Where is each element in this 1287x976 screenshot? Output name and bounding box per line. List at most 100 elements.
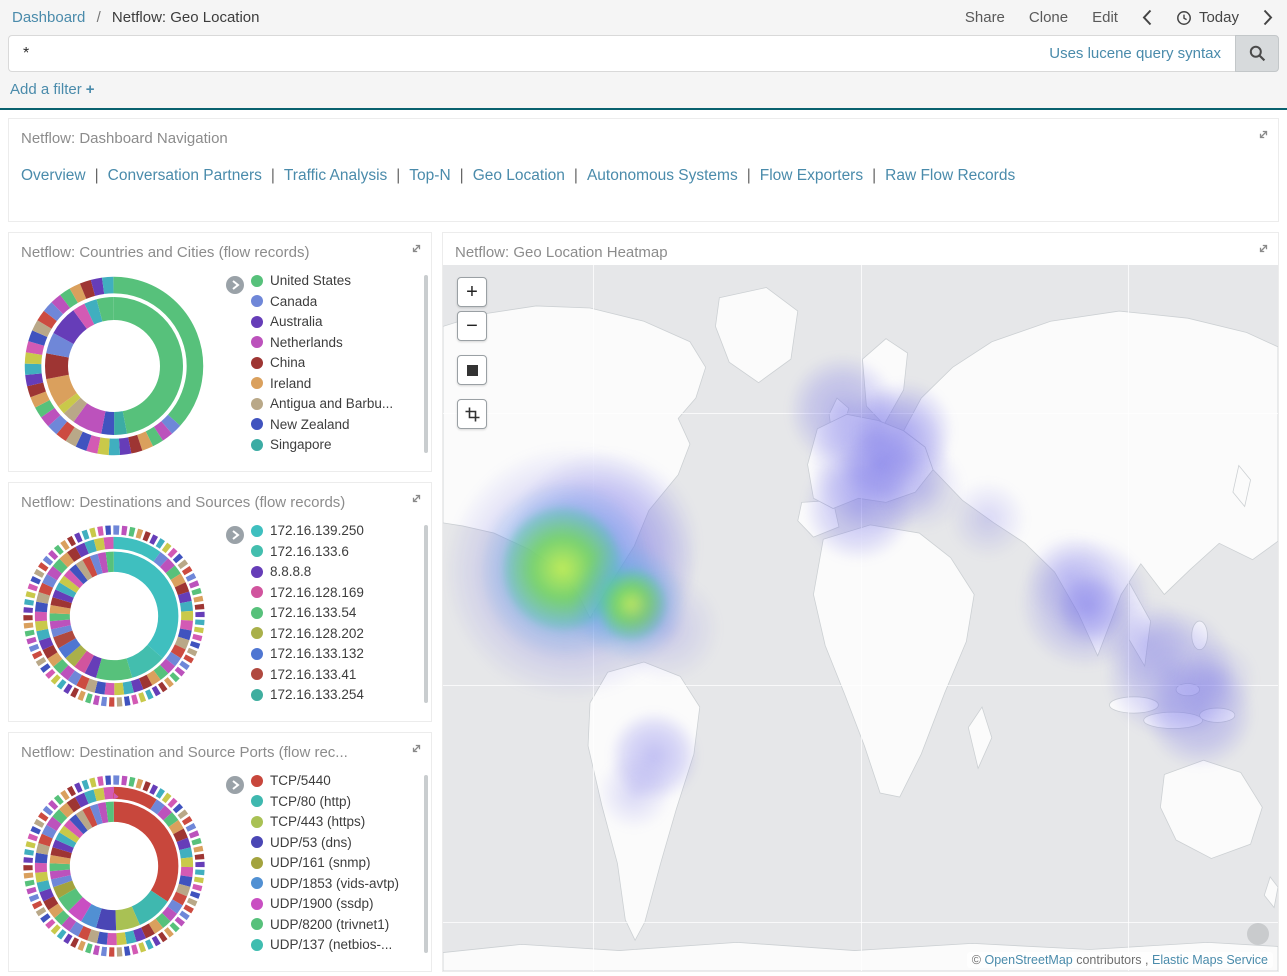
legend-label: UDP/53 (dns) — [270, 834, 352, 850]
legend-scrollbar[interactable] — [424, 275, 428, 453]
clone-button[interactable]: Clone — [1028, 9, 1069, 26]
legend-swatch — [251, 274, 263, 287]
legend-item[interactable]: UDP/137 (netbios-... — [251, 937, 419, 952]
panel-title: Netflow: Destination and Source Ports (f… — [21, 744, 348, 761]
zoom-out-button[interactable]: − — [457, 311, 487, 341]
nav-separator: | — [396, 167, 401, 184]
legend-swatch — [251, 668, 263, 680]
legend-label: Netherlands — [270, 334, 343, 350]
expand-panel-icon[interactable] — [410, 492, 423, 508]
legend-item[interactable]: 172.16.133.54 — [251, 605, 419, 620]
legend-collapse-button[interactable] — [226, 276, 244, 294]
nav-link-raw-flow-records[interactable]: Raw Flow Records — [885, 167, 1016, 184]
legend-item[interactable]: Ireland — [251, 376, 419, 391]
donut-svg[interactable] — [22, 774, 206, 958]
legend-collapse-button[interactable] — [226, 526, 244, 544]
legend-swatch — [251, 795, 263, 807]
legend-item[interactable]: United States — [251, 273, 419, 288]
query-input[interactable]: * Uses lucene query syntax — [8, 35, 1235, 72]
contributors-text: contributors , — [1076, 953, 1149, 967]
legend-label: TCP/443 (https) — [270, 814, 366, 829]
legend-label: 172.16.133.254 — [270, 687, 364, 702]
zoom-in-button[interactable]: + — [457, 277, 487, 307]
legend-swatch — [251, 418, 263, 430]
time-forward-button[interactable] — [1263, 9, 1273, 26]
expand-arrows-icon — [412, 494, 421, 503]
legend-label: United States — [270, 273, 352, 288]
draw-filter-button[interactable] — [457, 399, 487, 429]
legend-swatch — [251, 356, 263, 369]
legend-swatch — [251, 295, 263, 307]
legend-scrollbar[interactable] — [424, 775, 428, 953]
expand-panel-icon[interactable] — [1257, 128, 1270, 144]
legend-item[interactable]: China — [251, 355, 419, 370]
legend-item[interactable]: Netherlands — [251, 335, 419, 350]
graticule-line — [1127, 265, 1129, 971]
time-picker[interactable]: Today — [1176, 9, 1239, 26]
panel-dashboard-navigation: Netflow: Dashboard Navigation Overview | C… — [8, 118, 1279, 222]
legend-item[interactable]: UDP/53 (dns) — [251, 835, 419, 850]
legend-item[interactable]: 172.16.139.250 — [251, 523, 419, 538]
legend-item[interactable]: 172.16.133.6 — [251, 544, 419, 559]
add-filter-link[interactable]: Add a filter + — [10, 81, 94, 98]
panel-destinations-sources: Netflow: Destinations and Sources (flow … — [8, 482, 432, 722]
legend-item[interactable]: UDP/1900 (ssdp) — [251, 896, 419, 911]
donut-svg[interactable] — [22, 524, 206, 708]
legend-label: UDP/1853 (vids-avtp) — [270, 875, 400, 891]
legend-label: Antigua and Barbu... — [270, 396, 394, 411]
legend-item[interactable]: 172.16.133.41 — [251, 667, 419, 682]
nav-link-geo-location[interactable]: Geo Location — [472, 167, 565, 184]
ports-donut-chart[interactable] — [9, 765, 219, 967]
breadcrumb-dashboard-link[interactable]: Dashboard — [12, 9, 86, 26]
legend-item[interactable]: UDP/1853 (vids-avtp) — [251, 876, 419, 891]
edit-button[interactable]: Edit — [1092, 9, 1118, 26]
legend-item[interactable]: UDP/8200 (trivnet1) — [251, 917, 419, 932]
legend-item[interactable]: 172.16.128.169 — [251, 585, 419, 600]
search-button[interactable] — [1235, 35, 1279, 72]
legend-item[interactable]: Singapore — [251, 437, 419, 452]
destinations-donut-chart[interactable] — [9, 515, 219, 717]
fit-bounds-button[interactable] — [457, 355, 487, 385]
expand-panel-icon[interactable] — [410, 742, 423, 758]
openstreetmap-link[interactable]: OpenStreetMap — [984, 953, 1073, 967]
donut-svg[interactable] — [22, 274, 206, 458]
legend-swatch — [251, 524, 263, 537]
expand-panel-icon[interactable] — [1257, 242, 1270, 258]
share-button[interactable]: Share — [964, 9, 1005, 26]
legend-swatch — [251, 586, 263, 598]
nav-link-conversation-partners[interactable]: Conversation Partners — [107, 167, 262, 184]
lucene-syntax-link[interactable]: Uses lucene query syntax — [1049, 45, 1221, 62]
legend-item[interactable]: Antigua and Barbu... — [251, 396, 419, 411]
countries-donut-chart[interactable] — [9, 265, 219, 467]
nav-link-traffic-analysis[interactable]: Traffic Analysis — [283, 167, 388, 184]
legend-item[interactable]: 172.16.128.202 — [251, 626, 419, 641]
map-canvas[interactable]: + − © OpenStreetMap contributor — [443, 265, 1278, 971]
legend-item[interactable]: TCP/443 (https) — [251, 814, 419, 829]
nav-link-autonomous-systems[interactable]: Autonomous Systems — [586, 167, 738, 184]
legend-item[interactable]: 172.16.133.132 — [251, 646, 419, 661]
legend-item[interactable]: Australia — [251, 314, 419, 329]
nav-link-flow-exporters[interactable]: Flow Exporters — [759, 167, 864, 184]
legend-item[interactable]: Canada — [251, 294, 419, 309]
graticule-line — [860, 265, 862, 971]
expand-arrows-icon — [1259, 244, 1268, 253]
legend-item[interactable]: TCP/5440 — [251, 773, 419, 788]
legend-item[interactable]: TCP/80 (http) — [251, 794, 419, 809]
elastic-maps-service-link[interactable]: Elastic Maps Service — [1151, 953, 1268, 967]
panel-title: Netflow: Dashboard Navigation — [21, 130, 228, 147]
legend-label: 8.8.8.8 — [270, 564, 312, 579]
nav-link-overview[interactable]: Overview — [21, 167, 86, 184]
legend-collapse-button[interactable] — [226, 776, 244, 794]
legend-label: 172.16.128.202 — [270, 625, 364, 641]
nav-link-top-n[interactable]: Top-N — [409, 167, 451, 184]
legend-scrollbar[interactable] — [424, 525, 428, 703]
expand-panel-icon[interactable] — [410, 242, 423, 258]
legend-swatch — [251, 545, 263, 557]
time-back-button[interactable] — [1142, 9, 1152, 26]
legend-item[interactable]: 8.8.8.8 — [251, 564, 419, 579]
legend-item[interactable]: New Zealand — [251, 417, 419, 432]
legend-item[interactable]: 172.16.133.254 — [251, 687, 419, 702]
filter-bar: Add a filter + — [0, 72, 1287, 108]
legend-item[interactable]: UDP/161 (snmp) — [251, 855, 419, 870]
viz-row: TCP/5440 TCP/80 (http) TCP/443 (https) UDP/… — [9, 765, 431, 967]
